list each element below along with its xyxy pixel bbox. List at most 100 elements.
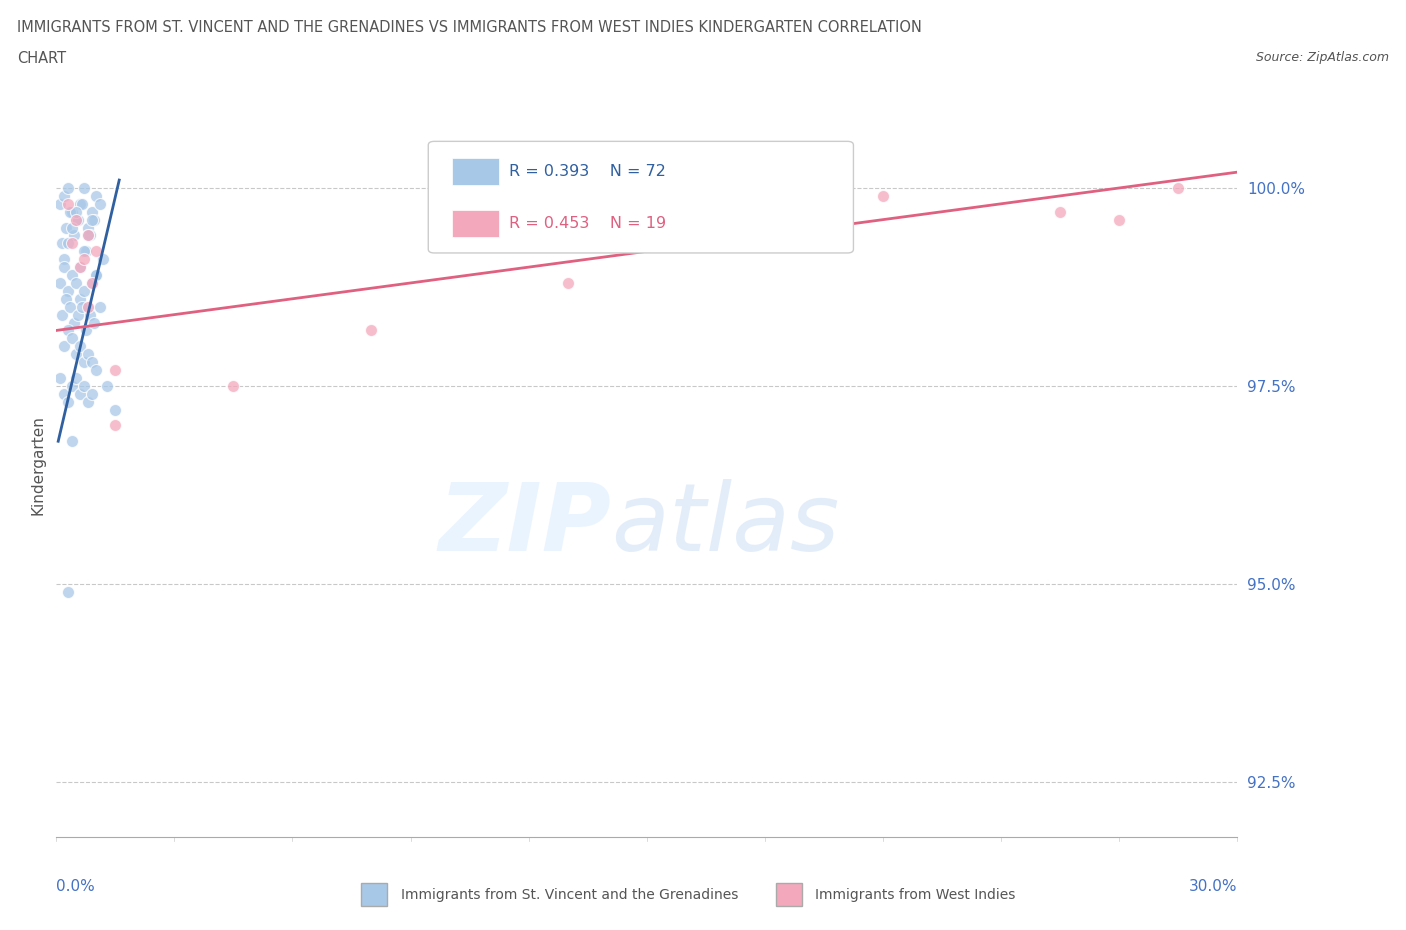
Point [104, 418, 127, 432]
Point [56, 236, 79, 251]
FancyBboxPatch shape [429, 141, 853, 253]
Text: 30.0%: 30.0% [1189, 879, 1237, 894]
Point [60, 268, 83, 283]
Text: Source: ZipAtlas.com: Source: ZipAtlas.com [1256, 51, 1389, 64]
Point [51, 236, 73, 251]
Point [73, 244, 96, 259]
Point [76, 347, 98, 362]
Point [79, 307, 101, 322]
Point [83, 212, 105, 227]
Point [80, 212, 103, 227]
Point [53, 386, 76, 401]
Y-axis label: Kindergarten: Kindergarten [30, 415, 45, 515]
Point [84, 268, 107, 283]
Text: ZIP: ZIP [439, 479, 612, 570]
Point [53, 252, 76, 267]
Point [73, 379, 96, 393]
Point [55, 291, 77, 306]
Point [59, 205, 82, 219]
Point [104, 402, 127, 417]
Point [66, 307, 89, 322]
Point [80, 386, 103, 401]
Point [80, 275, 103, 290]
Point [104, 363, 127, 378]
Point [59, 299, 82, 314]
Point [1167, 180, 1189, 195]
Point [69, 291, 91, 306]
Text: atlas: atlas [612, 479, 839, 570]
Point [75, 244, 97, 259]
Point [56, 284, 79, 299]
Point [872, 189, 894, 204]
Point [76, 299, 98, 314]
Point [76, 228, 98, 243]
Point [60, 236, 83, 251]
Text: R = 0.393    N = 72: R = 0.393 N = 72 [509, 164, 665, 179]
Point [66, 212, 89, 227]
Point [80, 275, 103, 290]
Text: 0.0%: 0.0% [56, 879, 96, 894]
Point [80, 354, 103, 369]
Point [53, 259, 76, 274]
Point [89, 299, 111, 314]
Point [83, 315, 105, 330]
Point [76, 228, 98, 243]
Point [56, 394, 79, 409]
Point [49, 275, 72, 290]
Point [60, 205, 83, 219]
Point [73, 252, 96, 267]
Point [557, 275, 579, 290]
Point [76, 299, 98, 314]
Point [70, 196, 93, 211]
Point [69, 259, 91, 274]
Point [73, 284, 96, 299]
Point [84, 244, 107, 259]
Text: CHART: CHART [17, 51, 66, 66]
Point [49, 196, 72, 211]
Point [79, 228, 101, 243]
Point [80, 205, 103, 219]
Point [53, 339, 76, 353]
Point [53, 189, 76, 204]
Point [65, 275, 87, 290]
Point [60, 220, 83, 235]
Point [56, 323, 79, 338]
Point [76, 394, 98, 409]
Point [49, 370, 72, 385]
Point [56, 180, 79, 195]
Point [73, 354, 96, 369]
Point [56, 196, 79, 211]
Text: Immigrants from St. Vincent and the Grenadines: Immigrants from St. Vincent and the Gren… [401, 887, 738, 902]
Point [65, 212, 87, 227]
Point [714, 196, 737, 211]
Point [60, 433, 83, 448]
Point [69, 196, 91, 211]
Point [84, 189, 107, 204]
Point [51, 307, 73, 322]
Point [89, 196, 111, 211]
Point [69, 386, 91, 401]
Point [73, 180, 96, 195]
Point [63, 315, 86, 330]
Point [65, 347, 87, 362]
Point [60, 331, 83, 346]
Text: IMMIGRANTS FROM ST. VINCENT AND THE GRENADINES VS IMMIGRANTS FROM WEST INDIES KI: IMMIGRANTS FROM ST. VINCENT AND THE GREN… [17, 20, 922, 35]
Point [63, 228, 86, 243]
Point [60, 379, 83, 393]
Point [360, 323, 382, 338]
Point [69, 339, 91, 353]
Point [70, 299, 93, 314]
Point [96, 379, 118, 393]
Bar [451, 210, 499, 236]
Point [222, 379, 245, 393]
Text: R = 0.453    N = 19: R = 0.453 N = 19 [509, 216, 665, 231]
Point [65, 212, 87, 227]
Text: Immigrants from West Indies: Immigrants from West Indies [815, 887, 1017, 902]
Point [84, 268, 107, 283]
Point [56, 584, 79, 599]
Point [75, 323, 97, 338]
Point [69, 259, 91, 274]
Point [1108, 212, 1130, 227]
Point [55, 220, 77, 235]
Bar [451, 158, 499, 184]
